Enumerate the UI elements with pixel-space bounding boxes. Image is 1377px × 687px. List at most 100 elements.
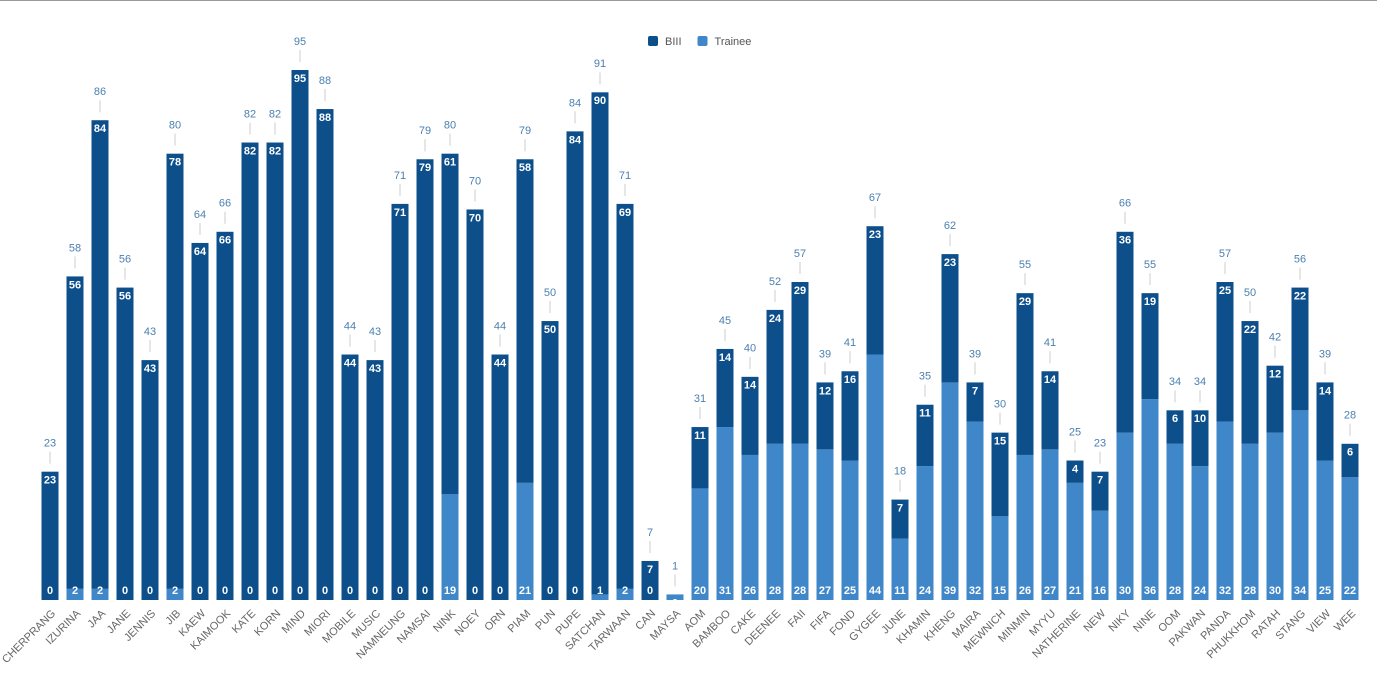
value-label: 1 bbox=[672, 585, 678, 597]
bar-segment bbox=[1066, 482, 1084, 600]
value-label: 2 bbox=[172, 585, 178, 597]
value-label: 14 bbox=[1319, 385, 1332, 397]
value-label: 20 bbox=[694, 585, 706, 597]
bar-segment bbox=[1266, 432, 1284, 600]
bar-segment bbox=[616, 588, 634, 600]
value-label: 69 bbox=[619, 207, 631, 219]
x-tick-label: ORN bbox=[482, 608, 508, 634]
total-label: 50 bbox=[1244, 287, 1256, 299]
total-label: 67 bbox=[869, 192, 881, 204]
value-label: 19 bbox=[1144, 296, 1156, 308]
bar-segment bbox=[1066, 460, 1084, 483]
value-label: 11 bbox=[694, 430, 706, 442]
value-label: 2 bbox=[622, 585, 628, 597]
value-label: 27 bbox=[819, 585, 831, 597]
value-label: 7 bbox=[897, 502, 903, 514]
bar-segment bbox=[116, 287, 134, 600]
bar-segment bbox=[941, 254, 959, 383]
value-label: 0 bbox=[497, 585, 503, 597]
x-tick-label: JIB bbox=[163, 608, 183, 628]
bar-segment bbox=[66, 588, 84, 600]
total-label: 55 bbox=[1019, 259, 1031, 271]
bar-segment bbox=[741, 376, 759, 455]
value-label: 22 bbox=[1344, 585, 1356, 597]
bar-segment bbox=[916, 466, 934, 600]
bar-segment bbox=[866, 354, 884, 600]
bar-segment bbox=[641, 560, 659, 600]
total-label: 55 bbox=[1144, 259, 1156, 271]
value-label: 0 bbox=[147, 585, 153, 597]
total-label: 43 bbox=[144, 326, 156, 338]
value-label: 6 bbox=[1347, 447, 1353, 459]
total-label: 86 bbox=[94, 86, 106, 98]
bar-segment bbox=[841, 460, 859, 600]
value-label: 25 bbox=[1219, 285, 1231, 297]
value-label: 16 bbox=[1094, 585, 1106, 597]
total-label: 52 bbox=[769, 276, 781, 288]
bar-segment bbox=[441, 494, 459, 600]
bar-segment bbox=[1016, 293, 1034, 455]
bar-segment bbox=[66, 276, 84, 589]
total-label: 95 bbox=[294, 36, 306, 48]
value-label: 22 bbox=[1244, 324, 1256, 336]
bar-segment bbox=[1266, 365, 1284, 433]
value-label: 10 bbox=[1194, 413, 1206, 425]
bar-segment bbox=[141, 360, 159, 600]
bar-segment bbox=[716, 348, 734, 428]
value-label: 71 bbox=[394, 207, 406, 219]
value-label: 82 bbox=[269, 145, 281, 157]
total-label: 39 bbox=[819, 348, 831, 360]
bar-segment bbox=[1191, 466, 1209, 600]
x-tick-label: KORN bbox=[252, 608, 283, 639]
value-label: 90 bbox=[594, 95, 606, 107]
legend-label[interactable]: Trainee bbox=[715, 36, 752, 48]
bar-segment bbox=[1091, 510, 1109, 600]
total-label: 50 bbox=[544, 287, 556, 299]
bar-segment bbox=[941, 382, 959, 600]
bar-segment bbox=[816, 449, 834, 600]
total-label: 88 bbox=[319, 75, 331, 87]
x-tick-label: FAII bbox=[786, 608, 808, 630]
total-label: 62 bbox=[944, 220, 956, 232]
bar-segment bbox=[1241, 443, 1259, 600]
legend-label[interactable]: BIII bbox=[665, 36, 682, 48]
bar-segment bbox=[591, 92, 609, 595]
x-tick-label: PIAM bbox=[506, 608, 534, 636]
legend-swatch[interactable] bbox=[697, 36, 708, 46]
legend: BIII Trainee bbox=[648, 36, 751, 48]
legend-swatch[interactable] bbox=[648, 36, 658, 46]
value-label: 0 bbox=[122, 585, 128, 597]
x-tick-label: WEE bbox=[1332, 608, 1358, 634]
total-label: 40 bbox=[744, 343, 756, 355]
value-label: 79 bbox=[419, 162, 431, 174]
bar-segment bbox=[691, 427, 709, 489]
value-label: 28 bbox=[769, 585, 781, 597]
total-label: 28 bbox=[1344, 410, 1356, 422]
value-label: 7 bbox=[647, 564, 653, 576]
value-label: 24 bbox=[1194, 585, 1207, 597]
value-label: 27 bbox=[1044, 585, 1056, 597]
value-label: 22 bbox=[1294, 290, 1306, 302]
bar-segment bbox=[991, 432, 1009, 517]
value-label: 28 bbox=[1244, 585, 1256, 597]
total-label: 41 bbox=[844, 337, 856, 349]
total-label: 25 bbox=[1069, 426, 1081, 438]
bar-segment bbox=[1216, 421, 1234, 600]
x-tick-label: NOEY bbox=[453, 607, 484, 638]
bar-segment bbox=[1041, 371, 1059, 450]
total-label: 79 bbox=[419, 125, 431, 137]
value-label: 56 bbox=[69, 279, 81, 291]
bar-segment bbox=[566, 131, 584, 601]
value-label: 28 bbox=[794, 585, 806, 597]
bar-segment bbox=[1091, 471, 1109, 511]
x-tick-label: NINE bbox=[1131, 608, 1158, 635]
bar-segment bbox=[1316, 382, 1334, 461]
value-label: 30 bbox=[1269, 585, 1281, 597]
value-label: 2 bbox=[97, 585, 103, 597]
value-label: 12 bbox=[1269, 369, 1281, 381]
value-label: 32 bbox=[1219, 585, 1231, 597]
value-label: 0 bbox=[472, 585, 478, 597]
bar-segment bbox=[1291, 410, 1309, 600]
total-label: 23 bbox=[1094, 438, 1106, 450]
bar-segment bbox=[266, 142, 284, 601]
